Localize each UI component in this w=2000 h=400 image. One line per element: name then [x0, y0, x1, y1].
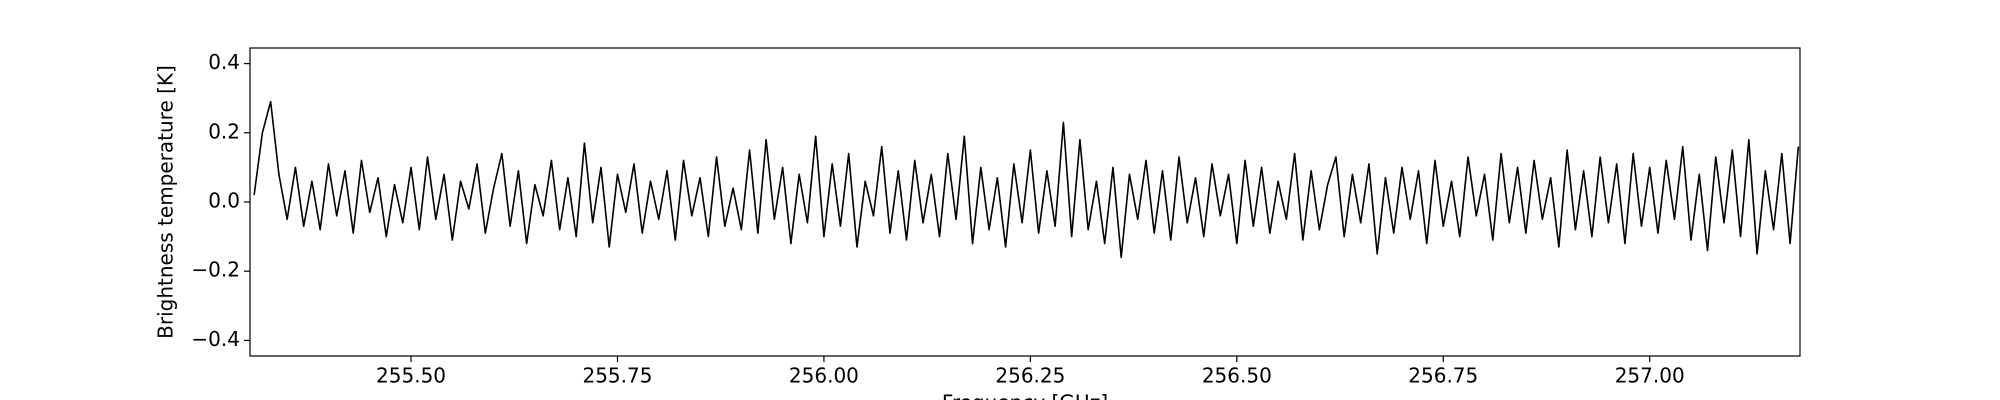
- plot-frame: [249, 47, 1801, 357]
- spectrum-line: [253, 100, 1800, 259]
- x-tick-label: 256.50: [1202, 364, 1272, 388]
- x-axis-label: Frequency [GHz]: [942, 391, 1108, 400]
- y-tick-label: 0.4: [208, 50, 240, 74]
- y-tick-label: 0.2: [208, 119, 240, 143]
- x-tick-label: 255.50: [376, 364, 446, 388]
- y-axis-label: Brightness temperature [K]: [154, 65, 178, 339]
- x-tick-label: 256.75: [1408, 364, 1478, 388]
- y-tick-label: −0.2: [191, 258, 240, 282]
- x-tick-label: 257.00: [1615, 364, 1685, 388]
- x-tick-label: 256.00: [789, 364, 859, 388]
- x-tick-label: 256.25: [995, 364, 1065, 388]
- x-tick-label: 255.75: [582, 364, 652, 388]
- y-tick-label: 0.0: [208, 189, 240, 213]
- y-tick-label: −0.4: [191, 327, 240, 351]
